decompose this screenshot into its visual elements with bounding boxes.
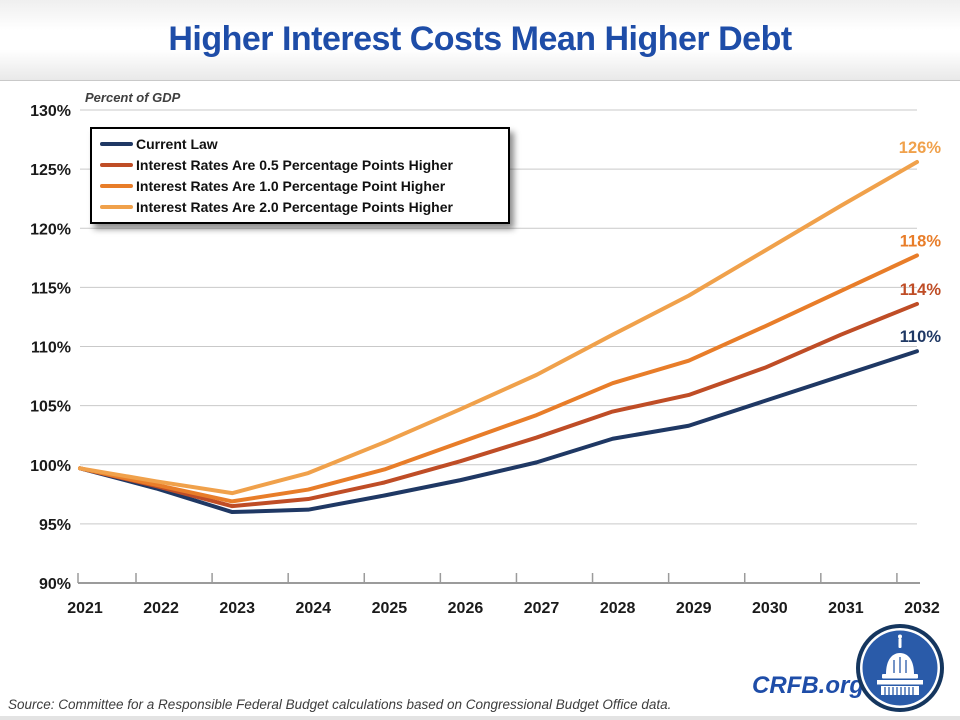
y-tick-label-120: 120% bbox=[30, 221, 71, 238]
y-tick-label-130: 130% bbox=[30, 103, 71, 120]
y-tick-label-90: 90% bbox=[39, 576, 71, 593]
x-tick-label-2032: 2032 bbox=[904, 600, 940, 617]
legend-label: Interest Rates Are 0.5 Percentage Points… bbox=[136, 156, 453, 173]
series-line-0 bbox=[78, 349, 919, 515]
legend-label: Interest Rates Are 2.0 Percentage Points… bbox=[136, 198, 453, 215]
y-tick-label-115: 115% bbox=[31, 280, 71, 297]
x-tick-label-2031: 2031 bbox=[828, 600, 864, 617]
x-tick-label-2027: 2027 bbox=[524, 600, 560, 617]
legend-label: Current Law bbox=[136, 135, 218, 152]
x-tick-label-2028: 2028 bbox=[600, 600, 636, 617]
series-line-1 bbox=[78, 301, 919, 509]
legend: Current Law Interest Rates Are 0.5 Percen… bbox=[90, 127, 510, 224]
crfb-logo bbox=[856, 624, 944, 712]
legend-swatch-icon bbox=[100, 162, 133, 167]
legend-label: Interest Rates Are 1.0 Percentage Point … bbox=[136, 177, 446, 194]
x-tick-label-2021: 2021 bbox=[67, 600, 103, 617]
bottom-edge bbox=[0, 716, 960, 720]
series-line-2 bbox=[78, 253, 919, 504]
series-end-label-3: 126% bbox=[899, 139, 942, 157]
crfb-link[interactable]: CRFB.org bbox=[752, 672, 864, 699]
x-tick-label-2030: 2030 bbox=[752, 600, 788, 617]
legend-swatch-icon bbox=[100, 183, 133, 188]
y-tick-label-105: 105% bbox=[30, 399, 71, 416]
legend-swatch-icon bbox=[100, 204, 133, 209]
y-tick-label-100: 100% bbox=[30, 458, 71, 475]
source-note: Source: Committee for a Responsible Fede… bbox=[8, 697, 672, 712]
legend-item: Current Law bbox=[100, 133, 500, 154]
x-tick-label-2025: 2025 bbox=[372, 600, 408, 617]
y-tick-label-95: 95% bbox=[39, 517, 71, 534]
x-tick-label-2029: 2029 bbox=[676, 600, 712, 617]
y-tick-label-125: 125% bbox=[30, 162, 71, 179]
series-end-label-0: 110% bbox=[900, 328, 942, 346]
x-tick-label-2026: 2026 bbox=[448, 600, 484, 617]
series-line-3 bbox=[78, 160, 919, 496]
capitol-dome-icon bbox=[856, 624, 944, 712]
page-title: Higher Interest Costs Mean Higher Debt bbox=[168, 20, 792, 58]
series-end-label-1: 114% bbox=[900, 281, 942, 299]
x-tick-label-2023: 2023 bbox=[219, 600, 255, 617]
header-band bbox=[0, 0, 960, 81]
x-tick-label-2022: 2022 bbox=[143, 600, 179, 617]
legend-item: Interest Rates Are 1.0 Percentage Point … bbox=[100, 175, 500, 196]
x-tick-label-2024: 2024 bbox=[295, 600, 331, 617]
legend-item: Interest Rates Are 2.0 Percentage Points… bbox=[100, 196, 500, 217]
y-tick-label-110: 110% bbox=[31, 340, 71, 357]
legend-item: Interest Rates Are 0.5 Percentage Points… bbox=[100, 154, 500, 175]
axis-unit-label: Percent of GDP bbox=[85, 90, 181, 105]
series-end-label-2: 118% bbox=[900, 232, 942, 250]
legend-swatch-icon bbox=[100, 141, 133, 146]
